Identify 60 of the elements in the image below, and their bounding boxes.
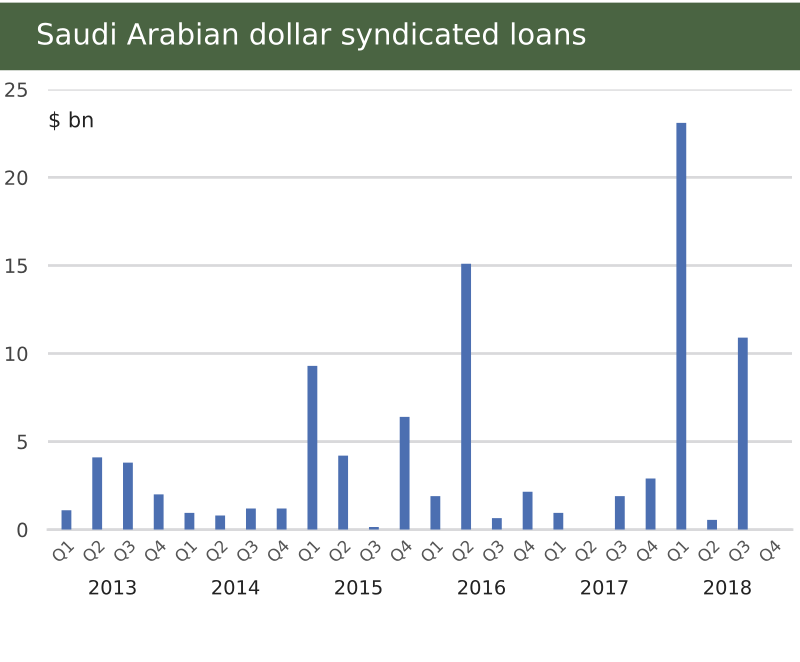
bar [276, 508, 287, 530]
text: 2016 [458, 580, 506, 595]
y-tick-label: 10 [6, 346, 28, 362]
bar [522, 492, 533, 530]
x-tick-label: Q3 [726, 539, 752, 565]
y-tick-label: 15 [6, 258, 27, 274]
bar [154, 494, 164, 530]
text: 2018 [704, 580, 751, 595]
bar [676, 122, 686, 530]
chart-title: Saudi Arabian dollar syndicated loans [38, 22, 586, 51]
bar [368, 526, 379, 530]
x-tick-label: Q1 [296, 539, 322, 565]
x-tick-label: Q3 [235, 539, 260, 565]
x-tick-label: Q3 [604, 539, 630, 565]
bar [492, 518, 502, 530]
x-tick-label: Q3 [480, 539, 506, 565]
x-tick-label: Q2 [81, 539, 106, 565]
bar [738, 338, 748, 530]
y-axis-title: $ bn [50, 111, 93, 130]
bar [646, 478, 656, 530]
x-tick-label: Q1 [419, 539, 445, 565]
bar [62, 510, 72, 530]
bar [184, 512, 194, 530]
x-tick-label: Q4 [634, 538, 660, 565]
bar [215, 516, 226, 530]
bar [246, 508, 256, 530]
y-tick-label: 20 [5, 170, 28, 186]
x-tick-label: Q2 [696, 539, 722, 565]
bar [461, 264, 472, 530]
x-tick-label: Q3 [112, 539, 138, 565]
x-tick-label: Q4 [512, 538, 538, 565]
y-tick-label: 25 [5, 82, 27, 98]
x-tick-label: Q1 [665, 539, 691, 565]
text: 2013 [89, 580, 136, 595]
text: 2017 [581, 580, 628, 595]
bar [614, 496, 625, 530]
bar [400, 416, 410, 530]
x-tick-label: Q4 [758, 538, 784, 565]
x-tick-label: Q1 [542, 539, 568, 565]
text: 2014 [212, 580, 260, 595]
bar [707, 520, 717, 530]
x-tick-label: Q3 [358, 539, 384, 565]
x-tick-label: Q1 [174, 539, 199, 565]
x-tick-label: Q2 [327, 539, 352, 565]
bar [123, 462, 133, 530]
x-tick-label: Q2 [204, 539, 230, 565]
bar [338, 456, 348, 530]
x-tick-label: Q4 [388, 538, 414, 565]
bar [307, 366, 318, 530]
text: 2015 [335, 580, 382, 595]
x-tick-label: Q4 [142, 538, 168, 565]
bar [430, 496, 440, 530]
x-tick-label: Q1 [50, 539, 76, 565]
x-tick-label: Q2 [450, 539, 476, 565]
x-tick-label: Q2 [573, 539, 598, 565]
y-tick-label: 0 [17, 522, 28, 538]
bar [553, 512, 564, 530]
x-tick-label: Q4 [266, 538, 292, 565]
y-tick-label: 5 [18, 434, 27, 450]
bar [92, 457, 102, 530]
